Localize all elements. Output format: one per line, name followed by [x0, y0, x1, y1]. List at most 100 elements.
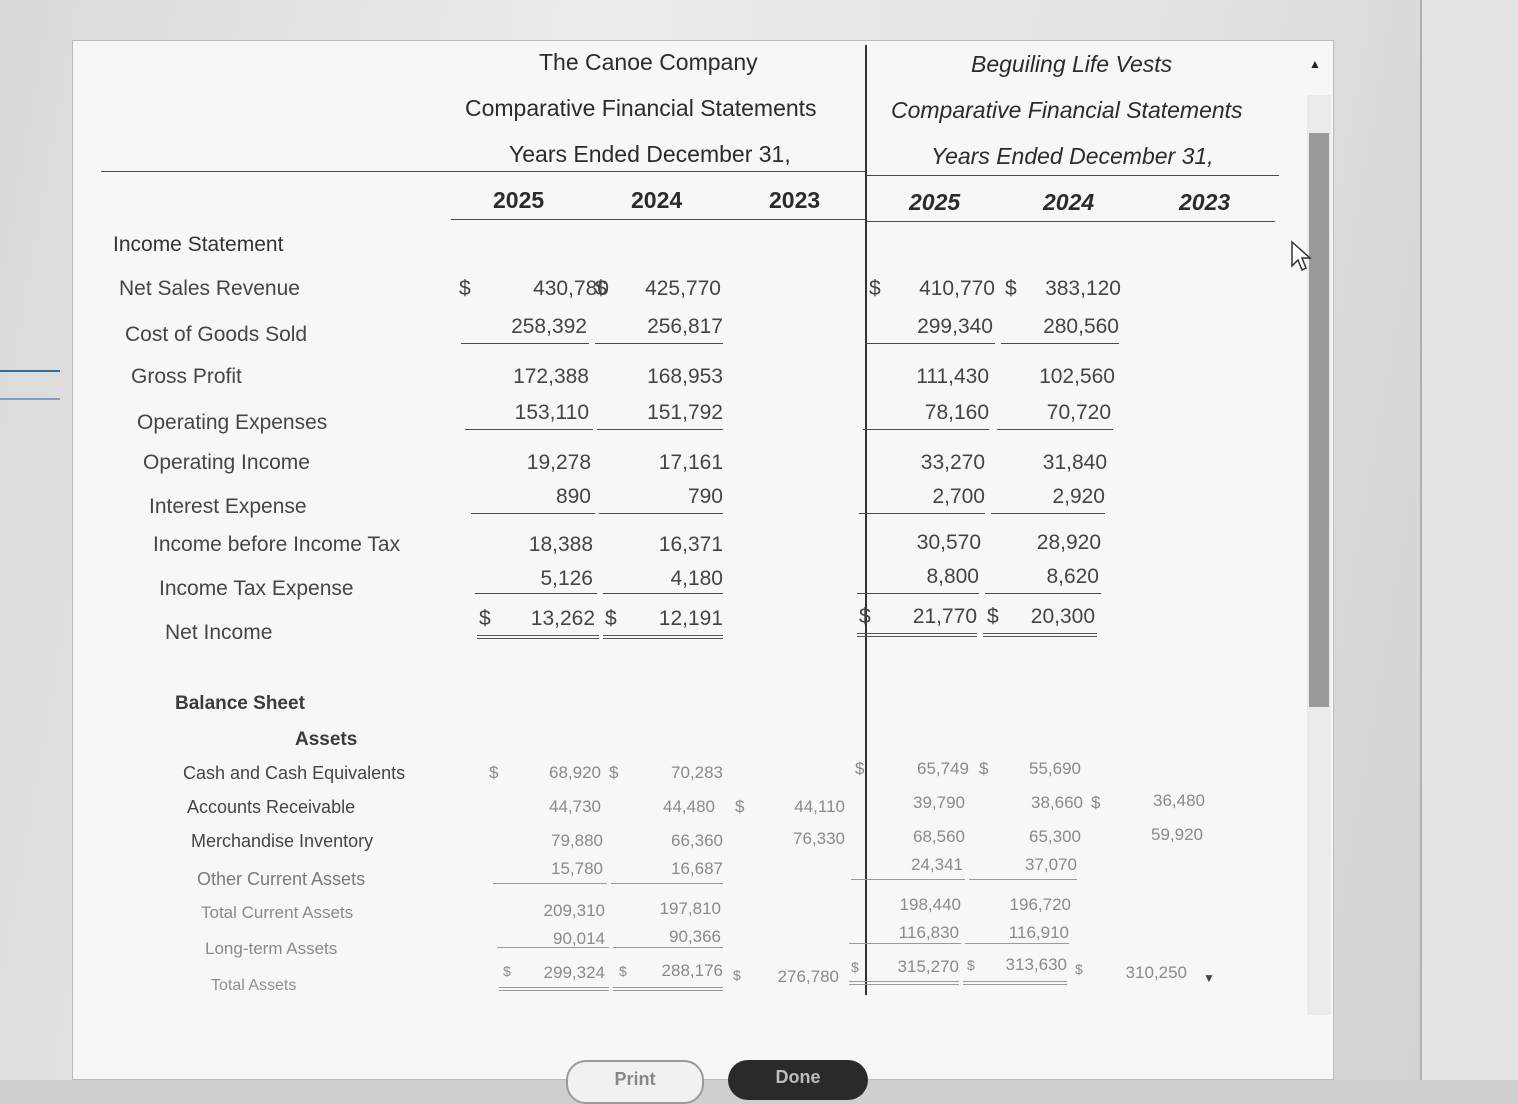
value-cell: 8,620 [1046, 565, 1099, 588]
value-cell: 44,730 [549, 797, 601, 816]
value-cell: 21,770 [912, 605, 977, 628]
subtotal-rule [599, 513, 723, 514]
company-a-subtitle: Comparative Financial Statements [465, 95, 817, 121]
currency-symbol: $ [869, 277, 881, 300]
row-label-other-current-assets: Other Current Assets [197, 869, 366, 889]
value-cell: 310,250 [1125, 963, 1187, 982]
currency-symbol: $ [503, 963, 511, 979]
total-double-rule [857, 633, 977, 637]
row-label-income-before-tax: Income before Income Tax [153, 533, 401, 556]
value-cell: 116,910 [1008, 923, 1069, 942]
value-cell: 276,780 [777, 967, 839, 986]
total-double-rule [983, 633, 1097, 637]
company-b-year-2025: 2025 [909, 189, 961, 215]
value-cell: 15,780 [551, 859, 603, 878]
value-cell: 102,560 [1039, 365, 1115, 388]
value-cell: 12,191 [658, 607, 723, 630]
row-label-cash: Cash and Cash Equivalents [183, 763, 406, 783]
value-cell: 39,790 [913, 793, 965, 812]
value-cell: 2,920 [1052, 485, 1105, 508]
total-double-rule [963, 981, 1067, 985]
value-cell: 430,780 [533, 277, 609, 300]
total-double-rule [613, 987, 723, 991]
row-label-net-sales: Net Sales Revenue [119, 277, 300, 300]
company-b-year-2024: 2024 [1043, 189, 1095, 215]
currency-symbol: $ [735, 797, 745, 816]
value-cell: 196,720 [1009, 895, 1071, 914]
subtotal-rule [497, 947, 609, 948]
value-cell: 313,630 [1005, 955, 1067, 974]
value-cell: 20,300 [1030, 605, 1095, 628]
done-button[interactable]: Done [728, 1060, 868, 1100]
subtotal-rule [595, 343, 723, 344]
value-cell: 13,262 [530, 607, 595, 630]
company-divider [865, 45, 867, 995]
subtotal-rule [965, 943, 1069, 944]
value-cell: 90,014 [553, 929, 605, 948]
value-cell: 65,749 [917, 759, 969, 778]
value-cell: 79,880 [551, 831, 603, 850]
value-cell: 410,770 [919, 277, 995, 300]
header-rule [101, 171, 867, 172]
value-cell: 44,480 [663, 797, 715, 816]
scroll-up-arrow-icon[interactable]: ▲ [1309, 57, 1321, 71]
value-cell: 425,770 [645, 277, 721, 300]
mouse-cursor-icon [1291, 240, 1312, 272]
value-cell: 44,110 [794, 797, 845, 816]
total-double-rule [849, 981, 959, 985]
window-edge-line [0, 398, 60, 400]
value-cell: 33,270 [920, 451, 985, 474]
subtotal-rule [471, 513, 595, 514]
value-cell: 197,810 [659, 899, 721, 918]
value-cell: 258,392 [511, 315, 587, 338]
value-cell: 256,817 [647, 315, 723, 338]
currency-symbol: $ [851, 959, 859, 975]
value-cell: 5,126 [540, 567, 593, 590]
scrollbar-thumb[interactable] [1309, 133, 1329, 707]
currency-symbol: $ [859, 605, 871, 628]
currency-symbol: $ [967, 957, 975, 973]
value-cell: 90,366 [669, 927, 721, 946]
window-edge-line [0, 370, 60, 372]
company-a-year-2025: 2025 [493, 187, 545, 213]
value-cell: 299,324 [543, 963, 605, 982]
subtotal-rule [603, 593, 723, 594]
value-cell: 55,690 [1029, 759, 1081, 778]
currency-symbol: $ [1005, 277, 1017, 300]
value-cell: 16,371 [658, 533, 723, 556]
scroll-down-arrow-icon[interactable]: ▼ [1203, 971, 1215, 985]
subtotal-rule [863, 429, 989, 430]
subtotal-rule [613, 947, 723, 948]
value-cell: 19,278 [526, 451, 591, 474]
total-double-rule [603, 635, 723, 639]
currency-symbol: $ [619, 963, 627, 979]
row-label-interest-expense: Interest Expense [149, 495, 307, 518]
company-b-subtitle: Comparative Financial Statements [891, 97, 1243, 123]
row-label-total-assets: Total Assets [211, 977, 297, 994]
value-cell: 38,660 [1031, 793, 1083, 812]
value-cell: 168,953 [647, 365, 723, 388]
currency-symbol: $ [979, 759, 989, 778]
currency-symbol: $ [987, 605, 999, 628]
currency-symbol: $ [1091, 793, 1101, 812]
print-button[interactable]: Print [566, 1060, 704, 1104]
value-cell: 37,070 [1025, 855, 1077, 874]
value-cell: 17,161 [658, 451, 723, 474]
row-label-accounts-receivable: Accounts Receivable [187, 797, 356, 817]
balance-sheet-heading: Balance Sheet [175, 693, 305, 714]
company-a-period: Years Ended December 31, [509, 141, 791, 167]
subtotal-rule [493, 883, 607, 884]
currency-symbol: $ [459, 277, 471, 300]
value-cell: 2,700 [932, 485, 985, 508]
value-cell: 78,160 [924, 401, 989, 424]
currency-symbol: $ [479, 607, 491, 630]
subtotal-rule [611, 883, 723, 884]
value-cell: 151,792 [647, 401, 723, 424]
subtotal-rule [597, 429, 723, 430]
background-window [1420, 0, 1518, 1080]
value-cell: 70,283 [671, 763, 723, 782]
value-cell: 280,560 [1043, 315, 1119, 338]
company-b-name: Beguiling Life Vests [971, 51, 1173, 77]
subtotal-rule [991, 513, 1105, 514]
value-cell: 111,430 [916, 365, 989, 388]
